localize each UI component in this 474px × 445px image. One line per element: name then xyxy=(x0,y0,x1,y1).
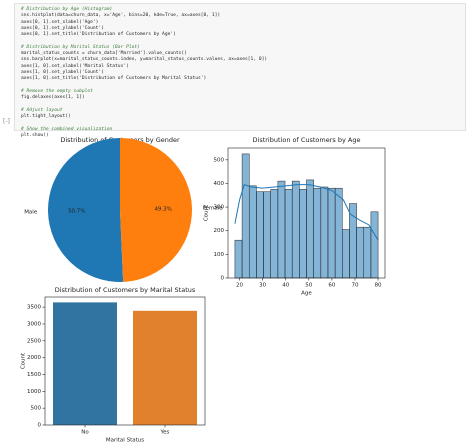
code-line: plt.show() xyxy=(21,132,49,138)
x-tick-label: Yes xyxy=(160,430,170,436)
bar xyxy=(53,302,117,425)
y-tick-label: 1500 xyxy=(27,372,41,378)
y-tick-label: 3000 xyxy=(27,321,41,327)
x-tick-label: 70 xyxy=(351,283,358,289)
code-line: sns.barplot(x=marital_status_counts.inde… xyxy=(21,57,268,63)
axes-frame xyxy=(44,296,206,426)
hist-bar xyxy=(263,191,271,279)
code-cell[interactable]: # Distribution by Age (Histogram) sns.his… xyxy=(14,3,466,138)
hist-bar xyxy=(256,191,264,279)
output-prompt: [-] xyxy=(3,118,10,125)
code-line: sns.histplot(data=churn_data, x='Age', b… xyxy=(21,13,221,19)
x-tick-label: 40 xyxy=(282,283,289,289)
hist-bar xyxy=(306,179,314,279)
y-axis-label: Count xyxy=(204,204,210,221)
code-line: axes[0, 1].set_title('Distribution of Cu… xyxy=(21,32,176,38)
hist-bar xyxy=(270,189,279,279)
axes-frame xyxy=(227,147,386,279)
value-label: 50.7% xyxy=(68,208,85,214)
code-line: plt.tight_layout() xyxy=(21,114,71,120)
code-comment: # Adjust layout xyxy=(21,107,63,113)
x-tick-label: 60 xyxy=(328,283,335,289)
code-line: axes[0, 1].set_ylabel('Count') xyxy=(21,25,104,31)
code-line: axes[1, 0].set_ylabel('Count') xyxy=(21,69,104,75)
hist-bar xyxy=(291,180,300,279)
y-tick-label: 500 xyxy=(214,157,225,163)
code-comment: # Remove the empty subplot xyxy=(21,88,93,94)
chart-title: Distribution of Customers by Age xyxy=(253,136,361,144)
y-tick-label: 100 xyxy=(214,252,225,258)
x-tick-label: 50 xyxy=(305,283,312,289)
code-comment: # Distribution by Age (Histogram) xyxy=(21,7,113,12)
y-tick-label: 0 xyxy=(221,276,225,282)
kde-line xyxy=(234,183,379,241)
hist-bar xyxy=(334,187,343,279)
hist-bar xyxy=(320,186,329,279)
y-tick-label: 400 xyxy=(214,181,225,187)
pie-slice xyxy=(120,138,192,282)
code-line: marital_status_counts = churn_data['Marr… xyxy=(21,51,187,57)
hist-bar xyxy=(370,211,379,279)
x-tick-label: 20 xyxy=(236,283,243,289)
bar xyxy=(133,310,197,425)
y-tick-label: 3500 xyxy=(27,305,41,311)
y-tick-label: 2500 xyxy=(27,338,41,344)
hist-bar xyxy=(327,187,336,279)
hist-bar xyxy=(248,185,257,279)
y-tick-label: 300 xyxy=(214,205,225,211)
y-tick-label: 0 xyxy=(38,423,42,429)
hist-bar xyxy=(277,180,286,279)
x-tick-label: 30 xyxy=(259,283,266,289)
code-line: axes[0, 1].set_xlabel('Age') xyxy=(21,19,99,25)
hist-bar xyxy=(241,153,250,279)
y-axis-label: Count xyxy=(21,352,27,369)
hist-bar xyxy=(313,187,322,279)
code-line: axes[1, 0].set_title('Distribution of Cu… xyxy=(21,76,207,82)
x-axis-label: Marital Status xyxy=(106,438,144,444)
code-comment: # Distribution by Marital Status (Bar Pl… xyxy=(21,44,140,50)
hist-bar xyxy=(342,229,350,279)
code-block: # Distribution by Marital Status (Bar Pl… xyxy=(21,45,459,83)
hist-bar xyxy=(234,239,243,279)
hist-bar xyxy=(299,189,307,279)
y-tick-label: 1000 xyxy=(27,389,41,395)
y-tick-label: 200 xyxy=(214,228,225,234)
slice-label: Female xyxy=(203,206,224,212)
value-label: 49.3% xyxy=(154,207,171,213)
y-tick-label: 500 xyxy=(31,406,42,412)
code-line: axes[1, 0].set_xlabel('Marital Status') xyxy=(21,63,129,69)
chart-title: Distribution of Customers by Marital Sta… xyxy=(55,286,196,294)
code-comment: # Show the combined visualization xyxy=(21,126,113,132)
pie-slice xyxy=(47,138,124,282)
code-line: fig.delaxes(axes[1, 1]) xyxy=(21,95,85,101)
x-axis-label: Age xyxy=(301,291,312,297)
y-tick-label: 2000 xyxy=(27,355,41,361)
hist-bar xyxy=(284,189,293,279)
x-tick-label: 80 xyxy=(375,283,382,289)
code-block: # Show the combined visualization plt.sho… xyxy=(21,127,459,140)
code-block: # Remove the empty subplot fig.delaxes(ax… xyxy=(21,89,459,102)
hist-bar xyxy=(356,226,365,279)
hist-bar xyxy=(363,226,372,279)
code-block: # Adjust layout plt.tight_layout() xyxy=(21,108,459,121)
x-tick-label: No xyxy=(81,430,89,436)
code-block: # Distribution by Age (Histogram) sns.his… xyxy=(21,7,459,38)
slice-label: Male xyxy=(24,209,38,215)
